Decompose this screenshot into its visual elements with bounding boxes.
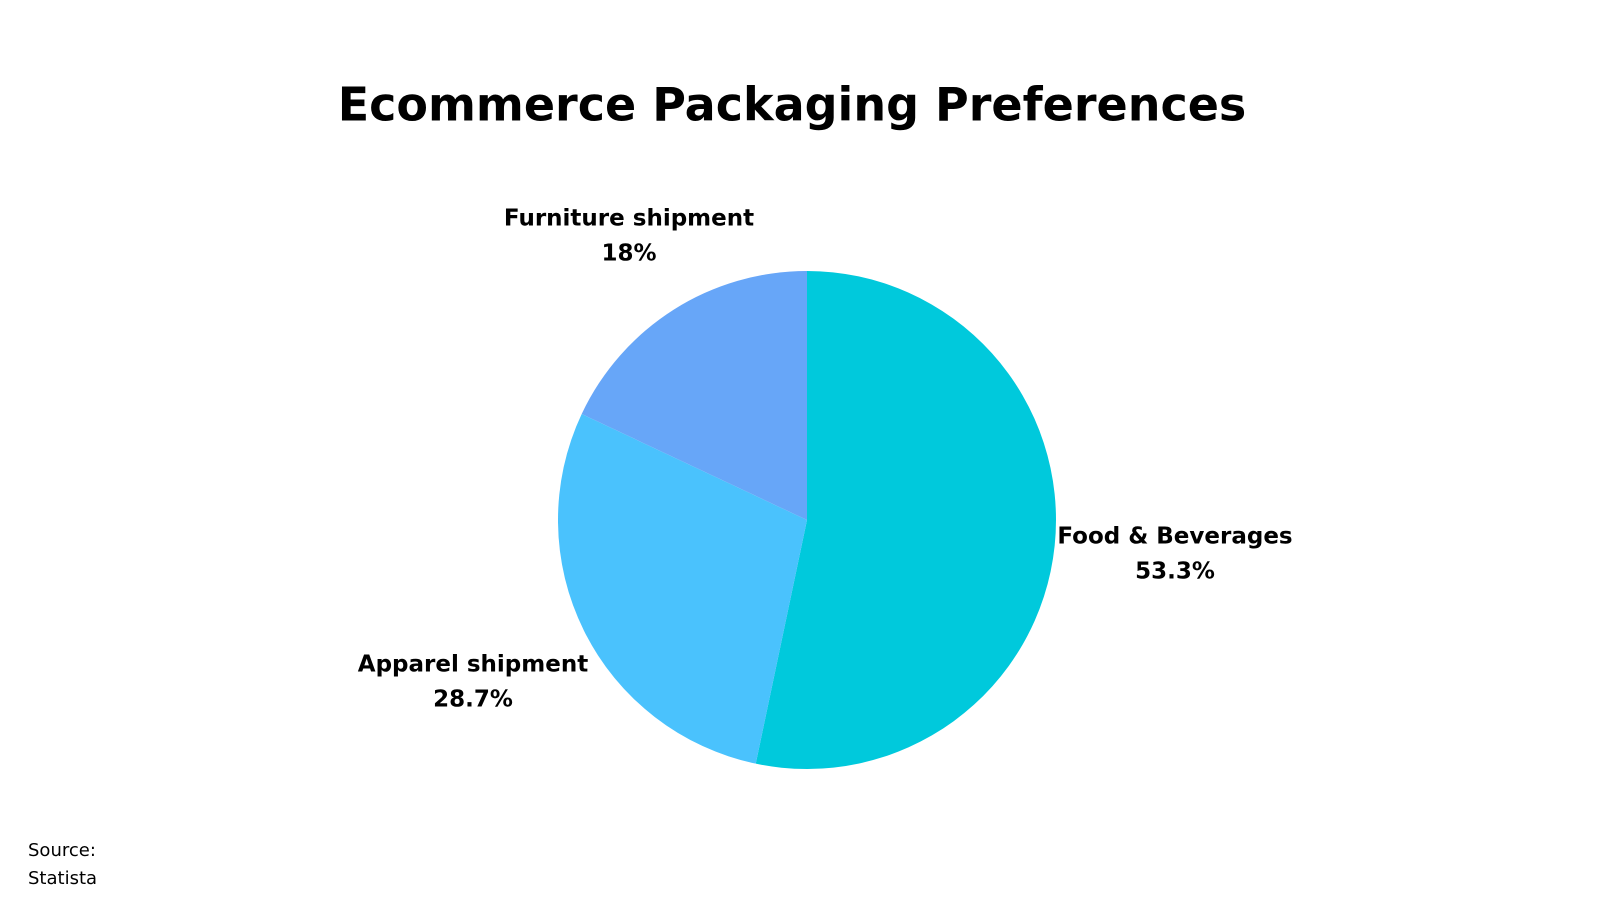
slice-value-label: 53.3% — [1135, 559, 1215, 585]
source: Statista — [28, 868, 97, 889]
pie-slice — [581, 271, 807, 520]
slice-label: Apparel shipment — [358, 652, 588, 678]
chart-title: Ecommerce Packaging Preferences — [338, 78, 1247, 132]
slice-label: Food & Beverages — [1057, 524, 1292, 550]
pie-slice — [557, 413, 807, 764]
source-label: Source: — [28, 840, 96, 861]
slice-value-label: 18% — [601, 241, 656, 267]
slice-value-label: 28.7% — [433, 687, 513, 713]
pie-slice — [755, 271, 1057, 769]
slice-label: Furniture shipment — [504, 206, 754, 232]
